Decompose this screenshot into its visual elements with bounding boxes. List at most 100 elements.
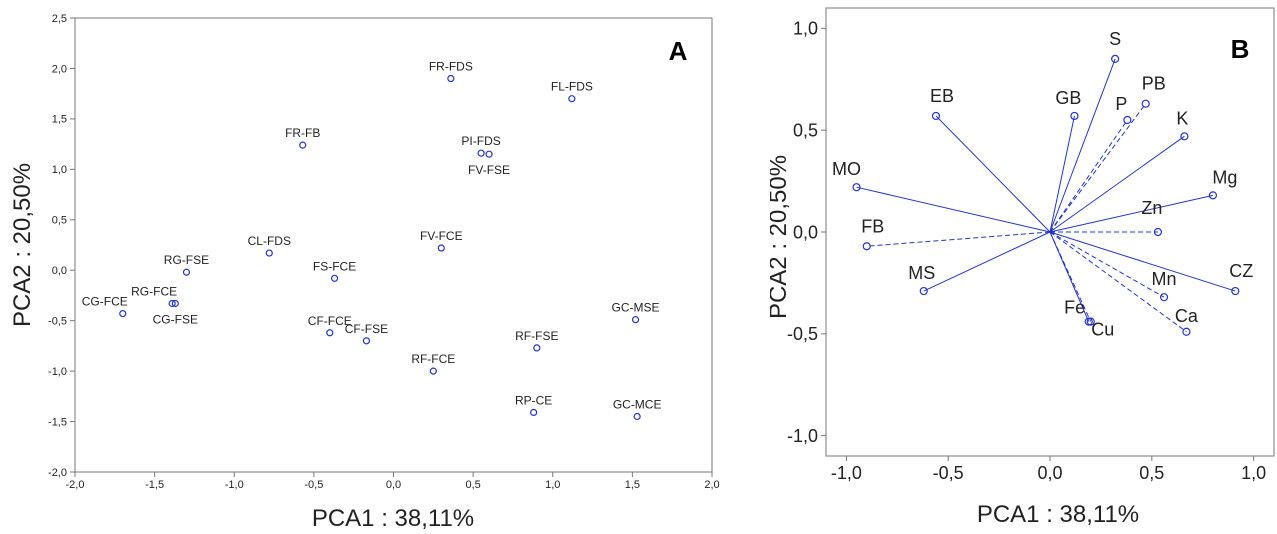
x-tick-label: 2,0 bbox=[704, 479, 719, 491]
x-tick-label: -0,5 bbox=[304, 479, 323, 491]
x-tick-label: 0,5 bbox=[465, 479, 480, 491]
x-tick-label: 0,5 bbox=[1139, 463, 1164, 483]
loading-point bbox=[862, 242, 871, 251]
data-point bbox=[437, 244, 445, 252]
point-label: FV-FSE bbox=[468, 163, 510, 177]
loading-label: EB bbox=[930, 86, 954, 106]
data-point bbox=[362, 337, 371, 345]
loading-vector bbox=[1049, 231, 1092, 322]
data-point bbox=[447, 74, 455, 83]
y-tick-label: 0,5 bbox=[52, 215, 67, 227]
point-label: RF-FCE bbox=[411, 352, 455, 366]
loading-point bbox=[1153, 227, 1163, 237]
y-axis-title: PCA2 : 20,50% bbox=[9, 163, 36, 327]
point-label: FR-FDS bbox=[429, 60, 473, 74]
data-point bbox=[568, 95, 576, 103]
loading-vector bbox=[866, 231, 1051, 247]
point-label: CF-FCE bbox=[308, 314, 352, 328]
loading-label: Fe bbox=[1064, 298, 1085, 318]
point-label: FS-FCE bbox=[313, 259, 356, 273]
loading-label: PB bbox=[1142, 74, 1166, 94]
y-tick-label: -1,5 bbox=[48, 416, 67, 428]
data-point bbox=[265, 249, 273, 257]
point-label: FR-FB bbox=[285, 126, 320, 140]
data-point bbox=[633, 412, 641, 421]
loading-point bbox=[1180, 132, 1189, 141]
point-label: RP-CE bbox=[515, 393, 552, 407]
point-label: PI-FDS bbox=[461, 134, 500, 148]
point-label: CF-FSE bbox=[345, 322, 388, 336]
y-tick-label: 0,0 bbox=[52, 265, 67, 277]
x-axis-title: PCA1 : 38,11% bbox=[977, 501, 1139, 528]
loading-point bbox=[1159, 293, 1169, 302]
loading-vector bbox=[856, 186, 1051, 233]
point-label: FV-FCE bbox=[420, 229, 463, 243]
loading-label: Cu bbox=[1091, 320, 1114, 340]
data-point bbox=[330, 274, 339, 282]
loading-label: MS bbox=[908, 263, 935, 283]
loading-vector bbox=[1049, 115, 1075, 233]
loading-vector bbox=[1049, 103, 1147, 233]
data-point bbox=[182, 268, 191, 276]
x-tick-label: -1,0 bbox=[831, 463, 862, 483]
data-point bbox=[631, 316, 640, 324]
data-point bbox=[530, 408, 538, 417]
y-tick-label: 1,0 bbox=[793, 19, 818, 39]
point-label: CL-FDS bbox=[248, 234, 291, 248]
loading-point bbox=[852, 183, 861, 192]
data-point bbox=[477, 149, 485, 157]
y-tick-label: -0,5 bbox=[48, 316, 67, 328]
x-tick-label: 0,0 bbox=[1037, 463, 1062, 483]
loading-vector bbox=[1049, 58, 1116, 233]
y-tick-label: 0,5 bbox=[793, 120, 818, 140]
y-tick-label: 1,0 bbox=[52, 164, 67, 176]
loading-label: S bbox=[1109, 29, 1121, 49]
y-tick-label: -1,0 bbox=[48, 366, 67, 378]
x-tick-label: 1,0 bbox=[545, 479, 560, 491]
y-tick-label: 0,0 bbox=[793, 222, 818, 242]
data-point bbox=[168, 299, 176, 308]
point-label: RG-FSE bbox=[164, 253, 209, 267]
loading-vector bbox=[1049, 135, 1185, 233]
point-label: RG-FCE bbox=[131, 285, 177, 299]
data-point bbox=[326, 329, 334, 337]
loading-label: Zn bbox=[1141, 198, 1162, 218]
point-label: GC-MCE bbox=[613, 398, 662, 412]
loading-point bbox=[1208, 191, 1218, 200]
loading-label: CZ bbox=[1229, 261, 1253, 281]
data-point bbox=[119, 310, 127, 318]
point-label: FL-FDS bbox=[551, 80, 593, 94]
loading-point bbox=[919, 286, 928, 296]
panel-letter: B bbox=[1231, 34, 1250, 64]
data-point bbox=[171, 299, 179, 308]
point-label: RF-FSE bbox=[515, 329, 558, 343]
x-tick-label: -1,5 bbox=[145, 479, 164, 491]
loading-point bbox=[1141, 99, 1150, 108]
panel-letter: A bbox=[669, 36, 688, 66]
loading-point bbox=[1086, 317, 1095, 326]
loading-label: Mg bbox=[1212, 167, 1237, 187]
loading-point bbox=[1182, 327, 1191, 336]
x-tick-label: 1,0 bbox=[1241, 463, 1266, 483]
loading-point bbox=[931, 111, 941, 121]
loading-label: Mn bbox=[1152, 269, 1177, 289]
loading-point bbox=[1231, 286, 1240, 296]
x-tick-label: 1,5 bbox=[625, 479, 640, 491]
y-tick-label: 1,5 bbox=[52, 114, 67, 126]
x-tick-label: -2,0 bbox=[66, 479, 85, 491]
point-label: CG-FCE bbox=[82, 295, 128, 309]
data-point bbox=[485, 150, 493, 158]
x-tick-label: -1,0 bbox=[225, 479, 244, 491]
loading-vector bbox=[1049, 231, 1165, 298]
data-point bbox=[299, 141, 307, 149]
point-label: CG-FSE bbox=[153, 313, 198, 327]
loading-label: Ca bbox=[1175, 306, 1199, 326]
loading-vector bbox=[1049, 194, 1214, 233]
y-axis-title: PCA2 : 20,50% bbox=[770, 155, 792, 319]
data-point bbox=[533, 344, 541, 352]
y-tick-label: 2,5 bbox=[52, 13, 67, 25]
loading-point bbox=[1111, 54, 1120, 64]
y-tick-label: -0,5 bbox=[787, 324, 818, 344]
pca-scores-chart: -2,0 -1,5 -1,0 -0,5 0,0 0,5 1,0 1,5 2,0 -2,0 -1,5 -… bbox=[9, 13, 720, 532]
loading-label: MO bbox=[832, 159, 861, 179]
